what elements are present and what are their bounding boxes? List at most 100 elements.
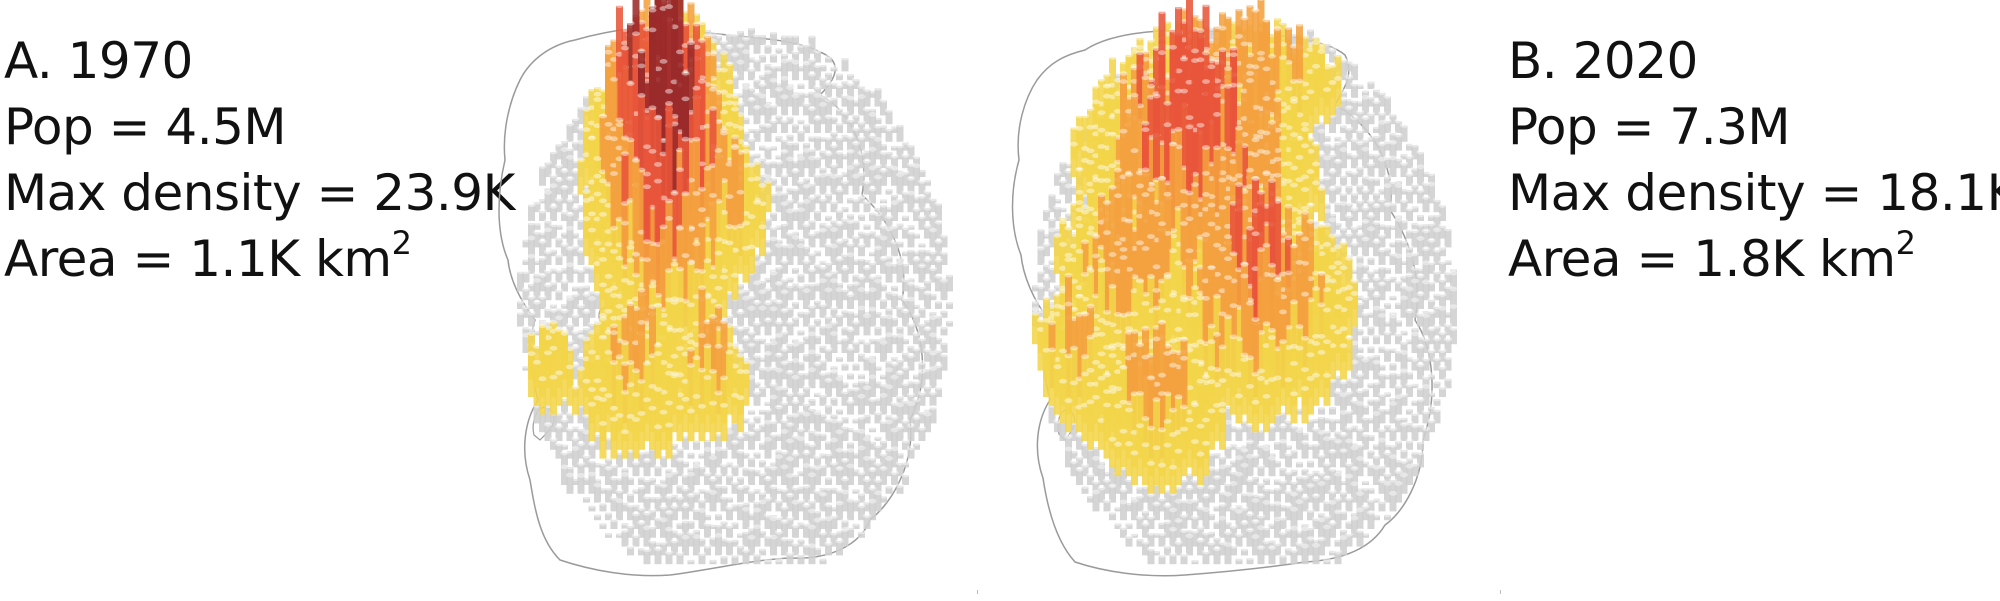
column-cap	[835, 376, 844, 382]
column-cap	[918, 368, 926, 374]
background-column	[736, 501, 745, 521]
column-body	[764, 353, 772, 371]
background-column	[929, 332, 937, 353]
background-column	[863, 126, 871, 142]
background-column	[890, 354, 899, 362]
background-column	[560, 308, 569, 327]
column-cap	[863, 265, 871, 271]
column-body	[803, 44, 810, 63]
column-body	[550, 224, 557, 239]
column-cap	[731, 106, 739, 112]
column-body	[841, 181, 849, 195]
column-cap	[852, 272, 860, 278]
column-cap	[819, 165, 827, 171]
background-column	[571, 436, 580, 450]
column-body	[786, 87, 794, 107]
background-column	[775, 319, 783, 336]
column-body	[748, 528, 755, 538]
column-cap	[852, 76, 860, 82]
column-body	[924, 281, 931, 292]
column-cap	[791, 374, 800, 380]
column-cap	[901, 350, 910, 356]
column-body	[858, 396, 865, 415]
background-column	[764, 61, 772, 72]
background-column	[824, 377, 833, 397]
panel-a-area-unit-exponent: 2	[391, 224, 412, 262]
column-cap	[846, 309, 855, 314]
column-body	[797, 311, 805, 318]
column-body	[753, 489, 761, 494]
column-body	[550, 310, 557, 327]
column-cap	[912, 397, 921, 403]
background-column	[813, 431, 822, 450]
background-column	[808, 89, 816, 107]
background-column	[813, 208, 822, 221]
column-body	[847, 527, 854, 538]
column-body	[616, 500, 623, 521]
column-body	[577, 270, 585, 283]
column-body	[869, 251, 876, 257]
background-column	[912, 441, 921, 450]
background-column	[912, 154, 921, 169]
background-column	[912, 379, 921, 397]
column-body	[935, 241, 942, 257]
column-body	[737, 451, 744, 468]
column-cap	[753, 353, 761, 359]
background-column	[731, 439, 739, 459]
background-column	[566, 197, 574, 213]
column-cap	[885, 261, 893, 267]
column-body	[797, 286, 805, 301]
column-body	[566, 428, 574, 441]
column-body	[841, 450, 849, 459]
background-column	[527, 220, 536, 239]
background-column	[736, 309, 745, 327]
background-column	[791, 336, 800, 345]
column-body	[770, 269, 777, 274]
column-body	[836, 502, 843, 521]
column-body	[786, 393, 794, 406]
column-cap	[736, 28, 745, 34]
column-body	[803, 404, 810, 415]
background-column	[868, 133, 877, 151]
column-cap	[665, 4, 673, 10]
column-body	[764, 498, 772, 512]
column-body	[781, 521, 788, 538]
column-cap	[758, 384, 767, 390]
column-body	[891, 363, 898, 380]
background-column	[830, 269, 838, 283]
column-body	[869, 377, 876, 397]
column-body	[555, 290, 563, 301]
background-column	[830, 64, 838, 72]
column-cap	[879, 223, 888, 229]
column-body	[577, 159, 585, 195]
background-column	[643, 547, 651, 565]
column-cap	[764, 179, 772, 184]
column-cap	[780, 360, 789, 366]
column-body	[764, 288, 772, 301]
column-cap	[879, 297, 888, 302]
background-column	[802, 483, 811, 503]
column-cap	[555, 196, 563, 202]
column-cap	[819, 343, 827, 349]
column-body	[907, 232, 915, 248]
column-cap	[907, 190, 915, 196]
background-column	[835, 312, 844, 327]
background-column	[841, 55, 849, 72]
column-cap	[786, 369, 794, 375]
column-body	[913, 381, 920, 397]
background-column	[786, 230, 794, 248]
column-body	[781, 538, 788, 556]
column-body	[539, 297, 546, 309]
column-cap	[780, 221, 789, 227]
background-column	[676, 495, 684, 512]
column-cap	[560, 168, 569, 174]
column-cap	[769, 465, 778, 471]
column-body	[836, 108, 843, 116]
column-cap	[868, 306, 877, 312]
background-column	[830, 412, 838, 424]
column-body	[830, 414, 838, 424]
background-column	[758, 490, 767, 503]
column-cap	[747, 97, 756, 102]
column-body	[792, 525, 799, 538]
column-body	[792, 170, 799, 186]
